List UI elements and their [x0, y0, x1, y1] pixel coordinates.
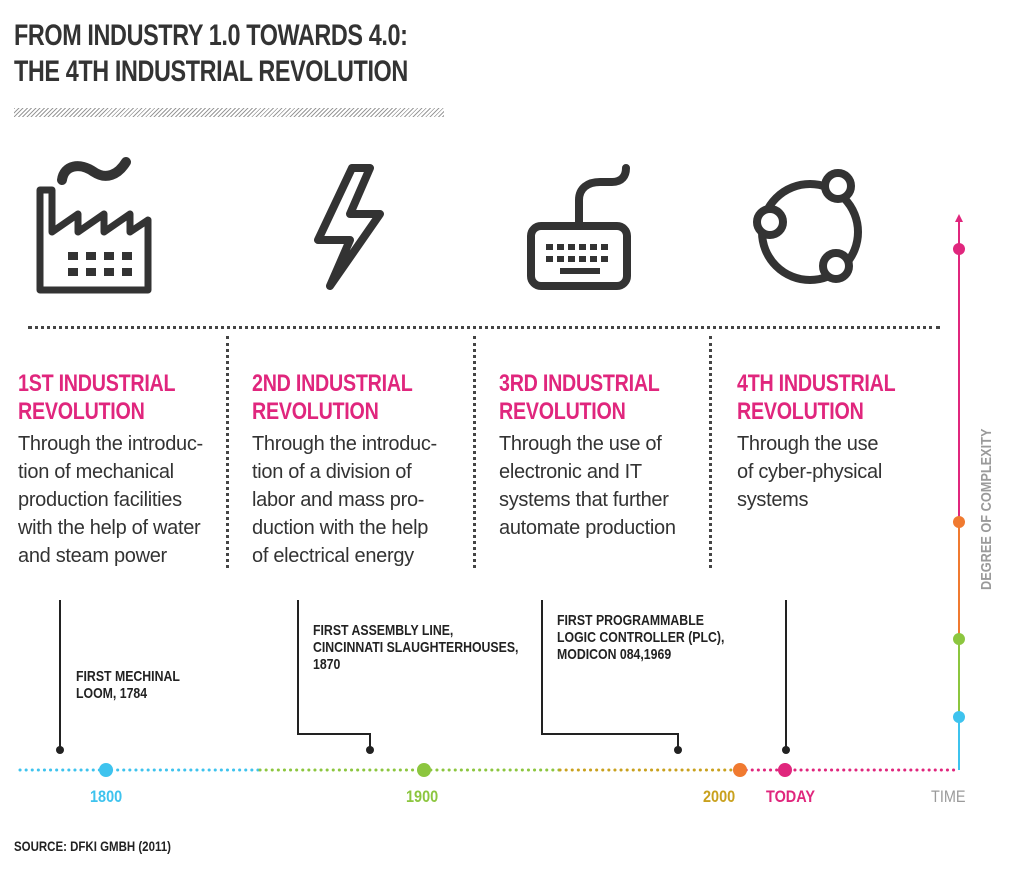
time-axis-label: TIME: [931, 787, 966, 806]
year-label-2000: 2000: [703, 787, 736, 806]
event-3-label: FIRST PROGRAMMABLE LOGIC CONTROLLER (PLC…: [557, 612, 724, 663]
desc-line: tion of mechanical: [18, 461, 174, 483]
lightning-icon: [314, 164, 384, 290]
revolution-2: 2ND INDUSTRIAL REVOLUTION Through the int…: [252, 370, 468, 570]
year-label-1900: 1900: [406, 787, 439, 806]
revolution-3-heading: 3RD INDUSTRIAL REVOLUTION: [499, 370, 676, 426]
event-line: CINCINNATI SLAUGHTERHOUSES,: [313, 639, 519, 656]
event-line: 1870: [313, 656, 341, 673]
desc-line: electronic and IT: [499, 461, 642, 483]
heading-line-1: 3RD INDUSTRIAL: [499, 370, 660, 397]
desc-line: Through the introduc-: [252, 433, 437, 455]
complexity-axis-arrow: [955, 214, 963, 222]
today-connector-marker: [782, 746, 790, 754]
desc-line: labor and mass pro-: [252, 489, 425, 511]
event-line: FIRST ASSEMBLY LINE,: [313, 622, 454, 639]
revolution-1-description: Through the introduc- tion of mechanical…: [18, 430, 238, 570]
event-3-connector: [541, 600, 679, 750]
column-divider-1: [226, 336, 229, 568]
desc-line: with the help of water: [18, 517, 201, 539]
desc-line: Through the use of: [499, 433, 662, 455]
revolution-4-description: Through the use of cyber-physical system…: [737, 430, 957, 514]
complexity-level-2: [953, 633, 965, 645]
title-line-1: FROM INDUSTRY 1.0 TOWARDS 4.0:: [14, 19, 408, 52]
revolution-2-heading: 2ND INDUSTRIAL REVOLUTION: [252, 370, 429, 426]
factory-icon: [36, 157, 152, 294]
revolution-1-heading: 1ST INDUSTRIAL REVOLUTION: [18, 370, 195, 426]
page-title: FROM INDUSTRY 1.0 TOWARDS 4.0: THE 4TH I…: [14, 18, 408, 90]
desc-line: tion of a division of: [252, 461, 412, 483]
column-divider-3: [709, 336, 712, 568]
year-2000-marker: [733, 763, 747, 777]
source-note: SOURCE: DFKI GMBH (2011): [14, 838, 171, 854]
desc-line: duction with the help: [252, 517, 429, 539]
revolution-4-heading: 4TH INDUSTRIAL REVOLUTION: [737, 370, 914, 426]
year-label-today: TODAY: [766, 787, 815, 806]
event-3-marker: [674, 746, 682, 754]
icons-layer: [36, 157, 862, 294]
heading-line-2: REVOLUTION: [499, 398, 626, 425]
heading-line-1: 2ND INDUSTRIAL: [252, 370, 413, 397]
desc-line: Through the introduc-: [18, 433, 203, 455]
event-2-connector: [297, 600, 371, 750]
heading-line-1: 1ST INDUSTRIAL: [18, 370, 176, 397]
year-label-1800: 1800: [90, 787, 123, 806]
event-line: LOOM, 1784: [76, 685, 148, 702]
column-divider-2: [473, 336, 476, 568]
event-line: FIRST MECHINAL: [76, 668, 180, 685]
network-icon: [753, 169, 862, 284]
heading-line-1: 4TH INDUSTRIAL: [737, 370, 896, 397]
event-line: LOGIC CONTROLLER (PLC),: [557, 629, 725, 646]
keyboard-icon: [527, 164, 631, 290]
event-1-marker: [56, 746, 64, 754]
heading-line-2: REVOLUTION: [18, 398, 145, 425]
revolution-1: 1ST INDUSTRIAL REVOLUTION Through the int…: [18, 370, 234, 570]
desc-line: production facilities: [18, 489, 182, 511]
desc-line: systems: [737, 489, 809, 511]
complexity-level-1: [953, 711, 965, 723]
revolution-2-description: Through the introduc- tion of a division…: [252, 430, 472, 570]
complexity-axis-label: DEGREE OF COMPLEXITY: [978, 428, 995, 590]
desc-line: of cyber-physical: [737, 461, 882, 483]
desc-line: of electrical energy: [252, 545, 414, 567]
event-1-label: FIRST MECHINAL LOOM, 1784: [76, 668, 180, 702]
event-2-label: FIRST ASSEMBLY LINE, CINCINNATI SLAUGHTE…: [313, 622, 518, 673]
today-marker: [778, 763, 792, 777]
event-line: MODICON 084,1969: [557, 646, 672, 663]
year-1900-marker: [417, 763, 431, 777]
revolution-3: 3RD INDUSTRIAL REVOLUTION Through the use…: [499, 370, 715, 542]
desc-line: Through the use: [737, 433, 879, 455]
desc-line: systems that further: [499, 489, 669, 511]
title-underline: [14, 108, 444, 117]
desc-line: and steam power: [18, 545, 167, 567]
revolution-3-description: Through the use of electronic and IT sys…: [499, 430, 719, 542]
heading-line-2: REVOLUTION: [252, 398, 379, 425]
desc-line: automate production: [499, 517, 676, 539]
complexity-level-4: [953, 243, 965, 255]
heading-line-2: REVOLUTION: [737, 398, 864, 425]
event-2-marker: [366, 746, 374, 754]
title-line-2: THE 4TH INDUSTRIAL REVOLUTION: [14, 55, 408, 88]
revolution-4: 4TH INDUSTRIAL REVOLUTION Through the use…: [737, 370, 953, 514]
event-line: FIRST PROGRAMMABLE: [557, 612, 704, 629]
horizontal-divider: [28, 326, 940, 329]
year-1800-marker: [99, 763, 113, 777]
complexity-level-3: [953, 516, 965, 528]
